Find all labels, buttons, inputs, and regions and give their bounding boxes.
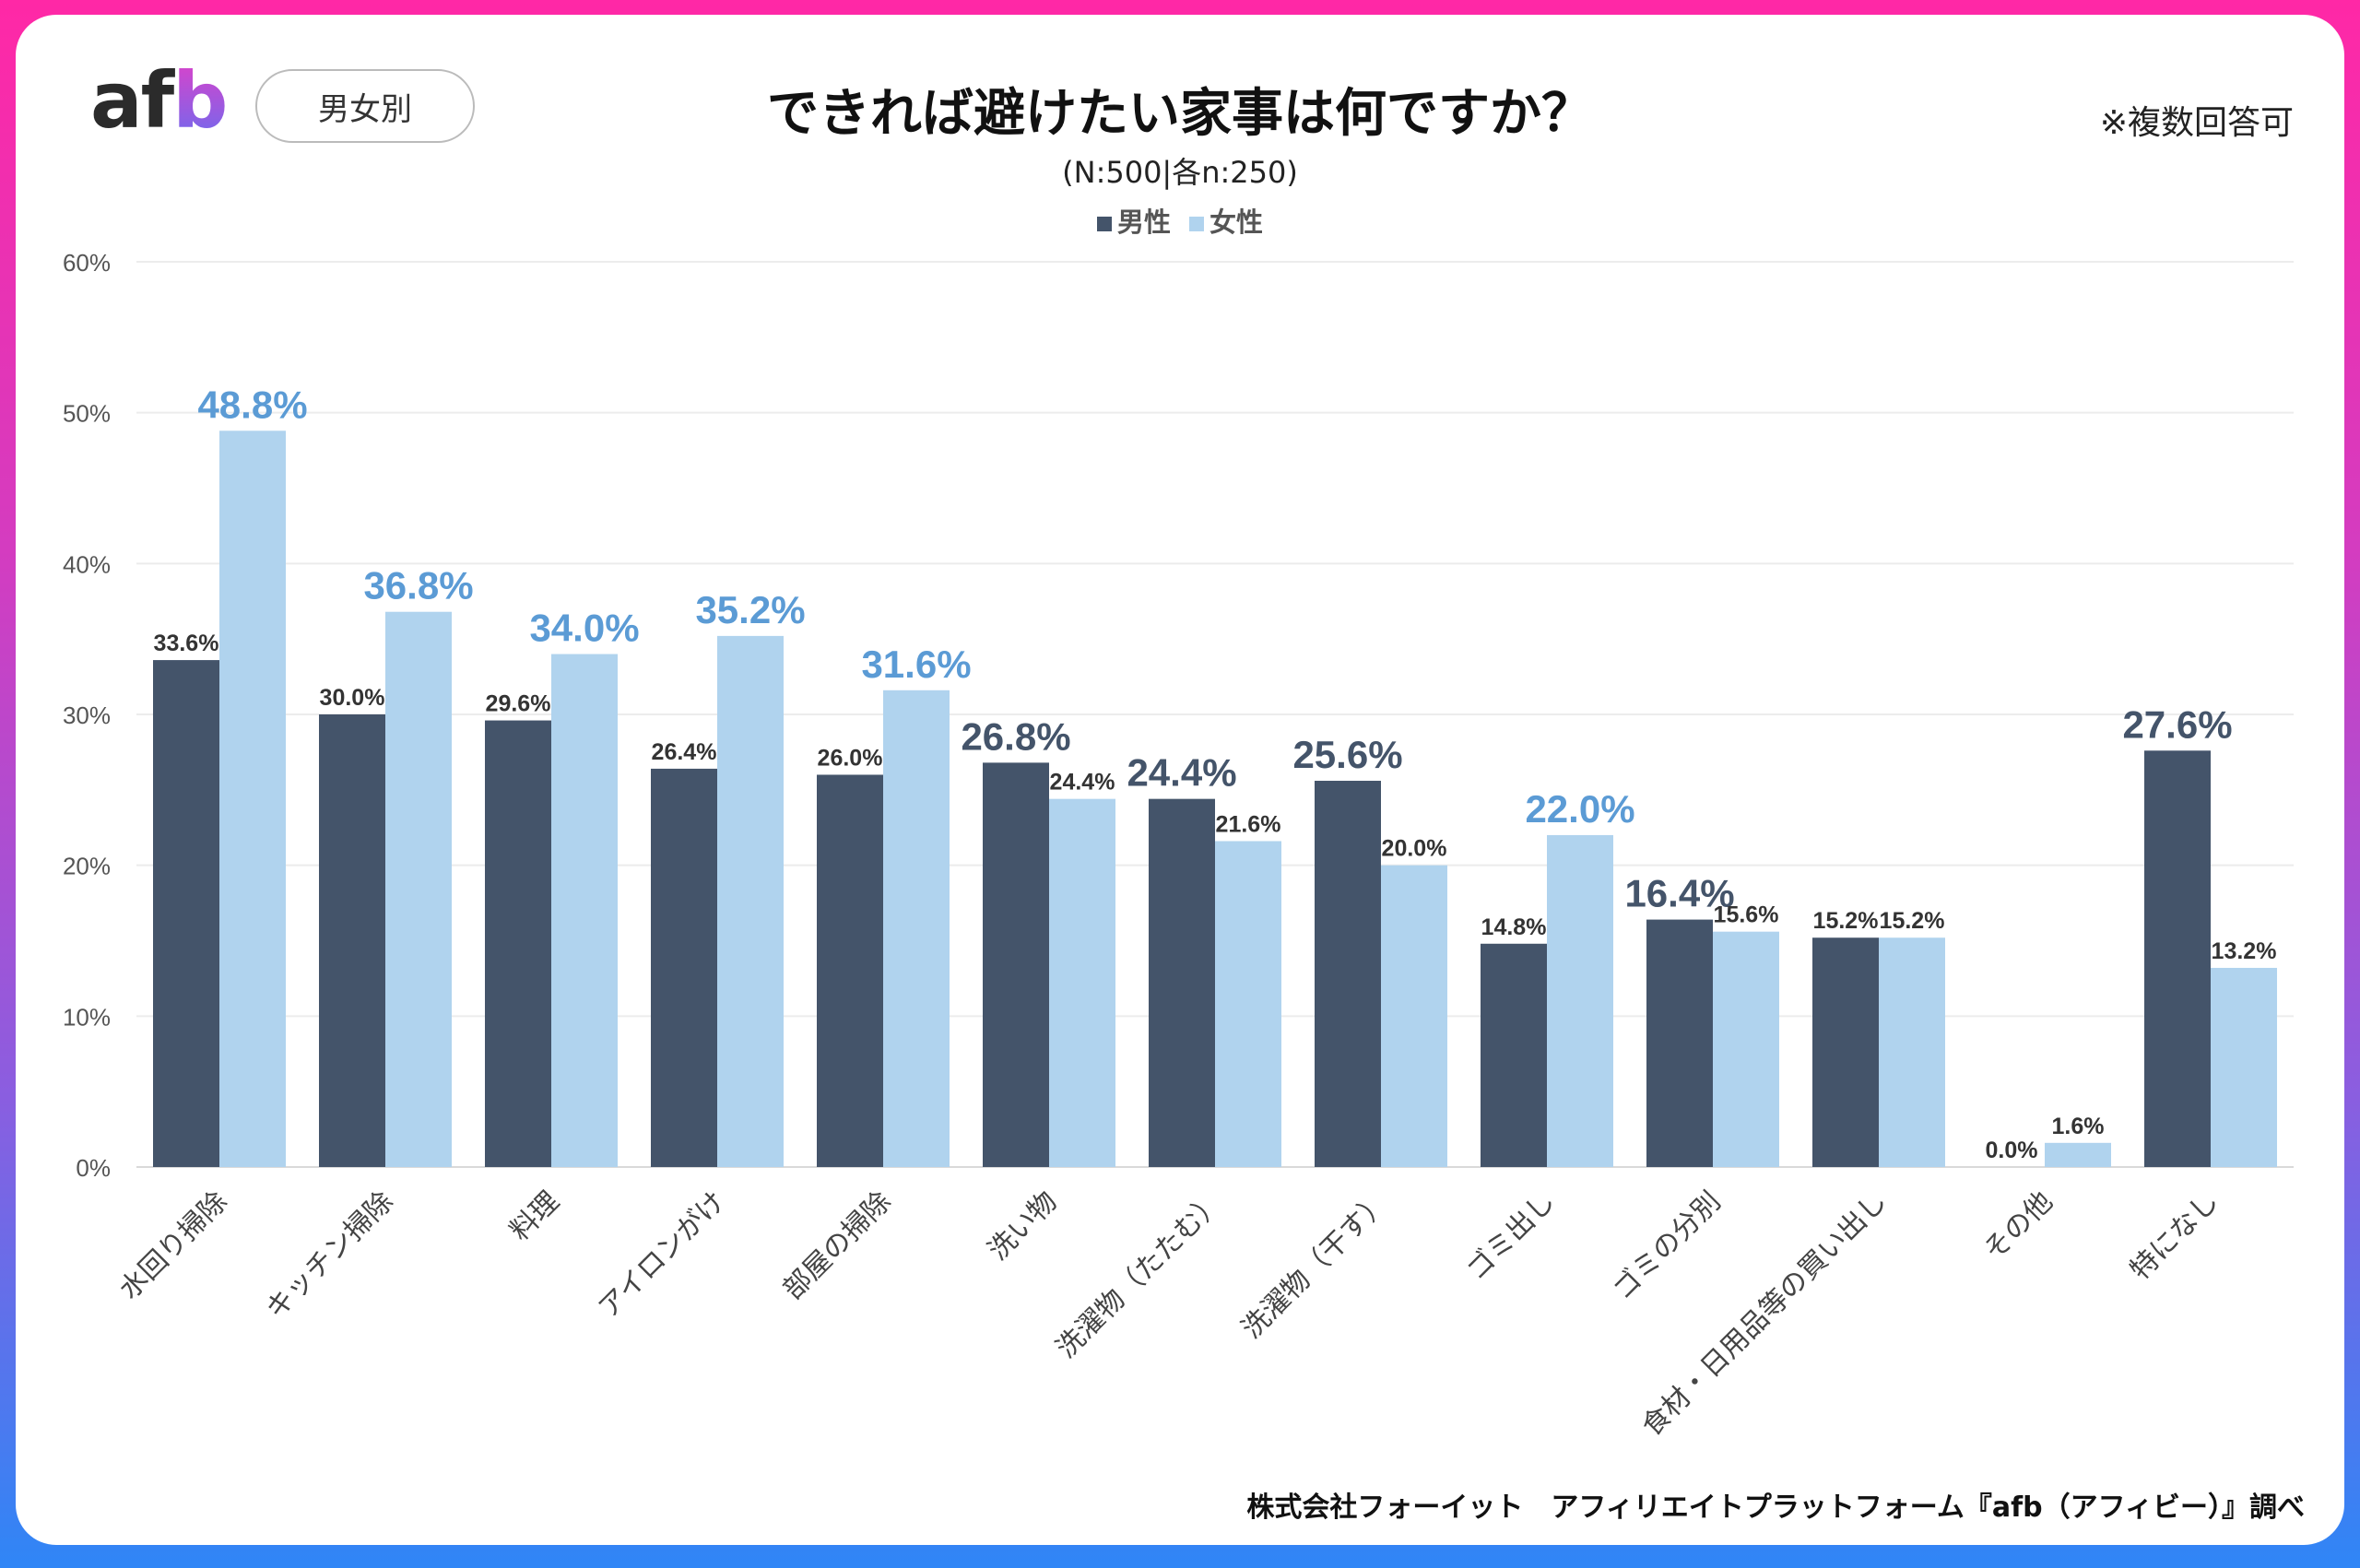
y-tick-label: 30% xyxy=(63,701,111,729)
data-label-male: 15.2% xyxy=(1813,908,1879,934)
data-label-male: 26.8% xyxy=(961,714,1070,758)
x-category-label: ゴミの分別 xyxy=(1607,1185,1728,1306)
gender-badge: 男女別 xyxy=(255,69,475,143)
data-label-male: 26.0% xyxy=(818,745,883,771)
x-category-label: 水回り掃除 xyxy=(113,1185,234,1306)
bar-male xyxy=(817,774,883,1167)
x-category-label: 洗濯物（たたむ） xyxy=(1050,1185,1229,1364)
bar-female xyxy=(1879,937,1945,1167)
data-label-female: 36.8% xyxy=(363,564,473,607)
y-tick-label: 20% xyxy=(63,853,111,880)
data-label-female: 24.4% xyxy=(1050,770,1115,796)
bar-female xyxy=(2045,1142,2111,1167)
bar-male xyxy=(1481,943,1547,1167)
data-label-male: 16.4% xyxy=(1624,872,1734,915)
legend-item-male: 男性 xyxy=(1096,201,1171,240)
bar-male xyxy=(153,660,219,1167)
data-label-female: 15.2% xyxy=(1880,908,1945,934)
bar-male xyxy=(2144,750,2211,1167)
legend-label-male: 男性 xyxy=(1116,206,1171,238)
data-label-male: 27.6% xyxy=(2122,702,2232,746)
afb-logo: afb xyxy=(90,55,228,146)
legend-item-female: 女性 xyxy=(1189,201,1263,240)
data-label-female: 15.6% xyxy=(1714,902,1779,928)
bar-female xyxy=(2211,967,2277,1167)
source-footer: 株式会社フォーイット アフィリエイトプラットフォーム『afb（アフィビー）』調べ xyxy=(1246,1491,2305,1524)
bar-male xyxy=(1646,919,1713,1167)
bar-female xyxy=(1381,865,1447,1167)
data-label-male: 24.4% xyxy=(1127,751,1236,795)
bar-female xyxy=(385,611,452,1167)
data-label-male: 33.6% xyxy=(154,631,219,656)
data-label-female: 20.0% xyxy=(1382,836,1447,862)
data-label-female: 1.6% xyxy=(2052,1114,2105,1139)
legend-swatch-female xyxy=(1189,217,1204,231)
bar-male xyxy=(1149,798,1215,1167)
data-label-male: 14.8% xyxy=(1481,914,1547,940)
legend: 男性 女性 xyxy=(0,201,2360,240)
bar-female xyxy=(551,654,618,1167)
bar-female xyxy=(1713,931,1779,1167)
data-label-female: 13.2% xyxy=(2212,938,2277,964)
multiple-answer-note: ※複数回答可 xyxy=(2099,104,2294,142)
x-category-label: 部屋の掃除 xyxy=(777,1185,898,1306)
bar-male xyxy=(319,714,385,1167)
bar-male xyxy=(983,762,1049,1167)
x-category-label: その他 xyxy=(1977,1185,2059,1267)
data-label-male: 30.0% xyxy=(320,685,385,711)
x-category-label: ゴミ出し xyxy=(1460,1185,1562,1287)
data-label-male: 29.6% xyxy=(486,691,551,717)
bar-female xyxy=(219,430,286,1168)
data-label-male: 26.4% xyxy=(652,739,717,765)
bar-female xyxy=(1547,834,1613,1167)
bar-female xyxy=(717,635,784,1167)
x-category-label: 洗い物 xyxy=(982,1185,1063,1267)
chart-title: できれば避けたい家事は何ですか？ xyxy=(767,84,1593,144)
bar-male xyxy=(1812,937,1879,1167)
y-tick-label: 60% xyxy=(63,249,111,277)
y-tick-label: 10% xyxy=(63,1003,111,1031)
bar-female xyxy=(1215,841,1281,1167)
legend-swatch-male xyxy=(1096,217,1112,231)
data-label-male: 0.0% xyxy=(1986,1138,2038,1163)
x-category-label: 料理 xyxy=(503,1185,565,1247)
legend-label-female: 女性 xyxy=(1210,206,1264,238)
data-label-female: 48.8% xyxy=(197,383,307,426)
bar-female xyxy=(883,690,950,1167)
y-tick-label: 40% xyxy=(63,550,111,578)
data-label-female: 34.0% xyxy=(529,607,639,650)
data-label-female: 21.6% xyxy=(1216,811,1281,837)
data-label-female: 35.2% xyxy=(695,588,805,631)
data-label-male: 25.6% xyxy=(1292,733,1402,776)
x-category-label: 特になし xyxy=(2124,1185,2225,1287)
x-category-label: 洗濯物（干す） xyxy=(1235,1185,1395,1345)
y-tick-label: 50% xyxy=(63,400,111,428)
x-category-label: アイロンがけ xyxy=(593,1185,732,1325)
y-tick-label: 0% xyxy=(76,1154,111,1182)
data-label-female: 31.6% xyxy=(861,643,971,686)
bar-male xyxy=(485,720,551,1167)
bar-female xyxy=(1049,798,1115,1167)
bar-male xyxy=(1315,781,1381,1167)
bar-male xyxy=(651,768,717,1167)
x-category-label: キッチン掃除 xyxy=(260,1185,400,1326)
chart-subtitle: (N:500|各n:250) xyxy=(1062,155,1298,190)
data-label-female: 22.0% xyxy=(1525,787,1634,831)
